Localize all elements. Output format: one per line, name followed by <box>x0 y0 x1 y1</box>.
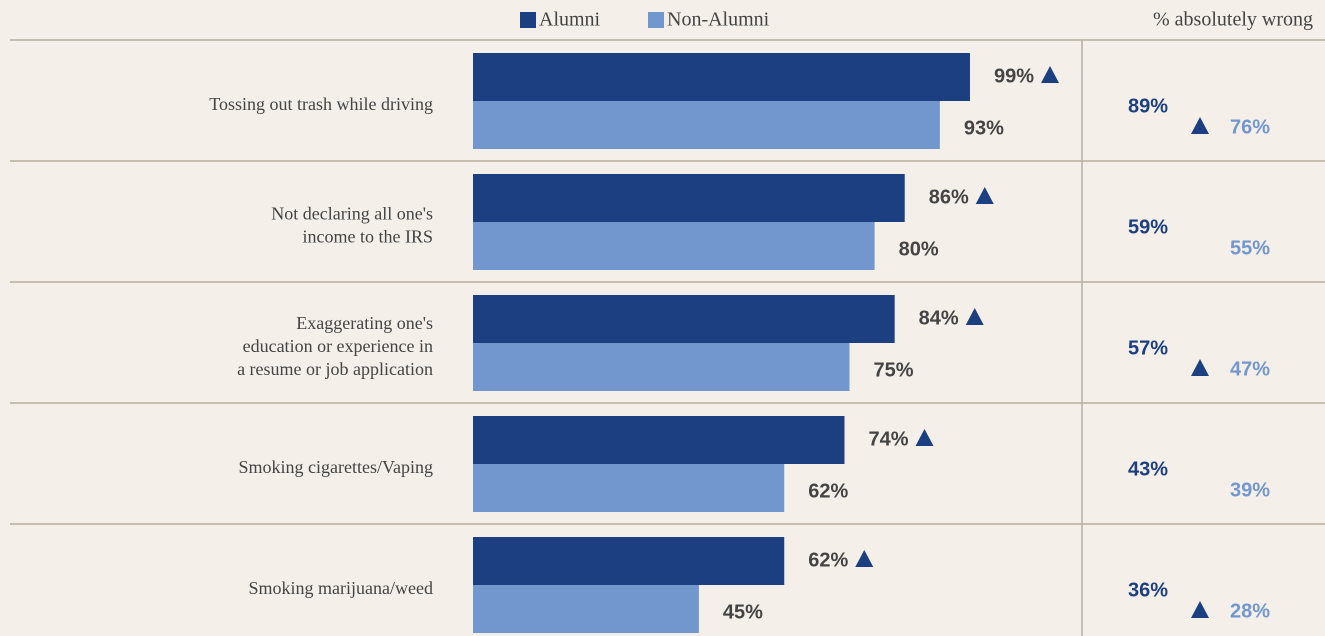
bar <box>473 295 895 343</box>
table-value: 28% <box>1230 600 1270 622</box>
table-value: 76% <box>1230 116 1270 138</box>
category-label: Smoking marijuana/weed <box>249 578 433 598</box>
significance-marker <box>1041 66 1060 83</box>
value-label: 80% <box>899 238 939 260</box>
table-value: 57% <box>1128 337 1168 359</box>
significance-marker <box>915 429 934 446</box>
legend-swatch <box>520 12 536 28</box>
value-label: 75% <box>874 359 914 381</box>
category-label: Exaggerating one's education or experienc… <box>237 313 433 379</box>
value-label: 62% <box>808 549 848 571</box>
value-label: 93% <box>964 117 1004 139</box>
value-label: 99% <box>994 65 1034 87</box>
bar <box>473 585 699 633</box>
bar <box>473 101 940 149</box>
significance-marker <box>1191 359 1209 376</box>
table-value: 59% <box>1128 216 1168 238</box>
table-value: 55% <box>1230 237 1270 259</box>
value-label: 62% <box>808 480 848 502</box>
value-label: 84% <box>919 307 959 329</box>
bar <box>473 464 785 512</box>
table-title: % absolutely wrong <box>1153 9 1313 31</box>
table-value: 39% <box>1230 479 1270 501</box>
table-value: 89% <box>1128 95 1168 117</box>
bar <box>473 53 970 101</box>
legend-label: Alumni <box>539 9 601 31</box>
bar <box>473 222 875 270</box>
legend-label: Non-Alumni <box>667 9 770 31</box>
table-value: 43% <box>1128 458 1168 480</box>
bar <box>473 343 850 391</box>
significance-marker <box>855 550 874 567</box>
significance-marker <box>1191 117 1209 134</box>
bar <box>473 537 785 585</box>
legend-swatch <box>648 12 664 28</box>
bar <box>473 416 845 464</box>
table-value: 36% <box>1128 579 1168 601</box>
category-label: Smoking cigarettes/Vaping <box>239 457 433 477</box>
category-label: Tossing out trash while driving <box>209 94 433 114</box>
bar <box>473 174 905 222</box>
value-label: 86% <box>929 186 969 208</box>
category-label: Not declaring all one's income to the IRS <box>271 204 433 247</box>
table-value: 47% <box>1230 358 1270 380</box>
value-label: 74% <box>868 428 908 450</box>
significance-marker <box>1191 601 1209 618</box>
value-label: 45% <box>723 601 763 623</box>
significance-marker <box>975 187 994 204</box>
significance-marker <box>965 308 984 325</box>
